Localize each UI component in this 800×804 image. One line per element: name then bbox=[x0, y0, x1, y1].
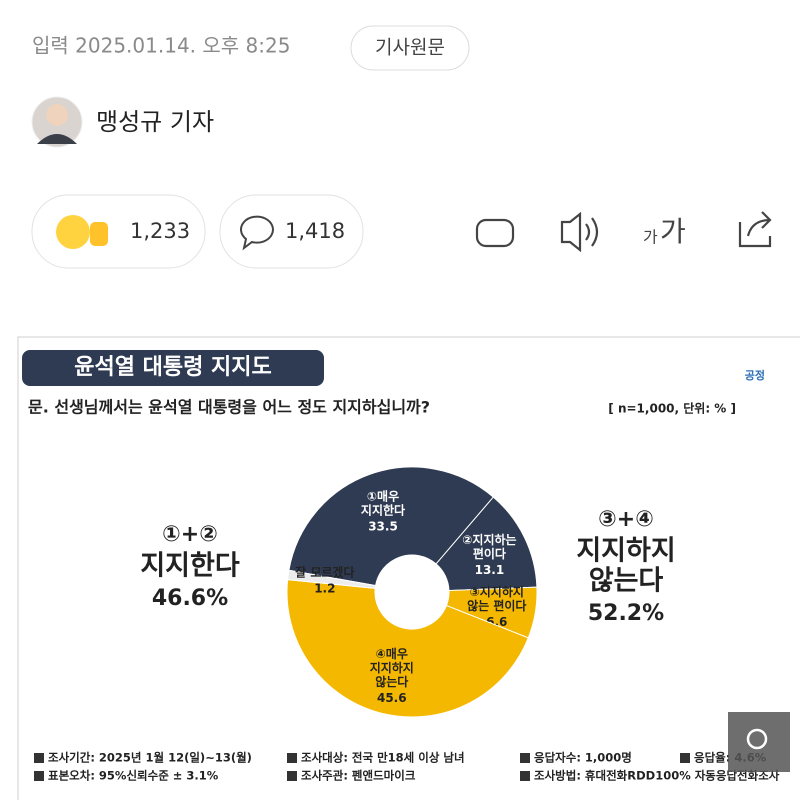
slice-label: 지지하지 bbox=[370, 660, 414, 675]
like-thumb bbox=[90, 222, 108, 246]
group-label: 않는다 bbox=[589, 566, 664, 597]
donut-slice bbox=[288, 466, 495, 587]
source-button-label[interactable]: 기사원문 bbox=[375, 37, 445, 59]
reporter-name[interactable]: 맹성규 기자 bbox=[96, 108, 214, 136]
group-combo: ①+② bbox=[162, 522, 218, 547]
pollster-logo: 공정 bbox=[745, 368, 765, 382]
zoom-icon bbox=[746, 728, 768, 750]
like-count: 1,233 bbox=[130, 219, 190, 243]
like-emoji bbox=[56, 215, 90, 249]
footer-item: 조사대상: 전국 만18세 이상 남녀 bbox=[301, 751, 465, 765]
group-value: 52.2% bbox=[588, 601, 664, 626]
summary-bot-icon[interactable] bbox=[475, 218, 515, 248]
publish-date: 입력 2025.01.14. 오후 8:25 bbox=[32, 34, 290, 58]
footer-bullet bbox=[34, 771, 44, 781]
share-icon[interactable] bbox=[738, 211, 772, 248]
group-label: 지지하지 bbox=[576, 536, 675, 567]
group-value: 46.6% bbox=[152, 586, 228, 611]
font-size-small[interactable]: 가 bbox=[643, 228, 658, 247]
footer-bullet bbox=[287, 771, 297, 781]
footer-bullet bbox=[680, 753, 690, 763]
comment-icon bbox=[240, 215, 274, 251]
footer-bullet bbox=[34, 753, 44, 763]
font-size-large[interactable]: 가 bbox=[660, 215, 686, 248]
slice-value: 45.6 bbox=[377, 691, 407, 705]
footer-item: 조사기간: 2025년 1월 12(일)~13(월) bbox=[48, 751, 252, 765]
survey-note: [ n=1,000, 단위: % ] bbox=[608, 401, 736, 416]
figure-frame bbox=[17, 336, 800, 804]
slice-label: ①매우 bbox=[367, 489, 399, 504]
slice-label: 잘 모르겠다 bbox=[295, 564, 354, 579]
source-button[interactable] bbox=[350, 25, 470, 71]
slice-value: 1.2 bbox=[314, 581, 335, 595]
footer-item: 조사방법: 휴대전화RDD100% 자동응답전화조사 bbox=[534, 769, 780, 783]
comment-button[interactable] bbox=[219, 194, 364, 269]
donut-slice bbox=[286, 579, 529, 718]
group-label: 지지한다 bbox=[140, 551, 240, 582]
like-button[interactable] bbox=[31, 194, 206, 269]
footer-item: 표본오차: 95%신뢰수준 ± 3.1% bbox=[48, 769, 219, 783]
slice-label: 편이다 bbox=[473, 546, 506, 561]
donut-slice bbox=[435, 496, 538, 592]
avatar-body bbox=[37, 134, 77, 144]
figure-title: 윤석열 대통령 지지도 bbox=[74, 355, 271, 380]
comment-count: 1,418 bbox=[285, 219, 345, 243]
slice-label: 지지한다 bbox=[361, 503, 405, 518]
figure-title-badge bbox=[22, 350, 324, 386]
survey-question: 문. 선생님께서는 윤석열 대통령을 어느 정도 지지하십니까? bbox=[28, 398, 430, 417]
footer-bullet bbox=[287, 753, 297, 763]
donut-slice bbox=[287, 569, 377, 589]
footer-item: 응답자수: 1,000명 bbox=[534, 751, 632, 765]
slice-value: 33.5 bbox=[368, 520, 398, 534]
avatar-face bbox=[46, 104, 68, 126]
slice-label: 않는다 bbox=[375, 674, 408, 689]
slice-label: 않는 편이다 bbox=[467, 598, 526, 613]
footer-bullet bbox=[520, 771, 530, 781]
slice-label: ③지지하지 bbox=[470, 584, 524, 599]
slice-label: ④매우 bbox=[376, 646, 408, 661]
group-combo: ③+④ bbox=[598, 507, 654, 532]
tts-icon[interactable] bbox=[560, 211, 599, 253]
slice-value: 13.1 bbox=[475, 563, 505, 577]
footer-item: 조사주관: 펜앤드마이크 bbox=[301, 769, 416, 783]
slice-label: ②지지하는 bbox=[462, 532, 516, 547]
zoom-button[interactable] bbox=[728, 712, 790, 772]
footer-bullet bbox=[520, 753, 530, 763]
